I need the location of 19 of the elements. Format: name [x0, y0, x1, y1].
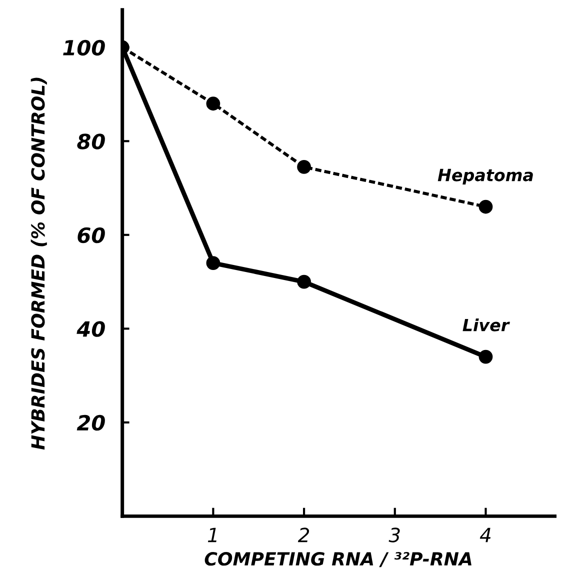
y-tick-label: 40: [76, 321, 105, 337]
y-tick-label: 60: [78, 227, 105, 244]
y-tick-label: 100: [63, 40, 105, 56]
y-tick-label: 20: [76, 414, 105, 431]
series-label: Liver: [462, 318, 510, 332]
x-tick-label: 3: [388, 528, 400, 542]
point: [206, 256, 220, 270]
point: [478, 350, 493, 364]
y-axis-title: HYBRIDES FORMED (% OF CONTROL): [30, 78, 47, 450]
x-tick-label: 2: [298, 528, 310, 542]
x-axis-title: COMPETING RNA / ³²P-RNA: [204, 552, 472, 568]
x-tick-label: 4: [480, 528, 491, 542]
point: [478, 200, 493, 214]
point: [297, 160, 311, 174]
series-label: Hepatoma: [438, 168, 533, 185]
y-tick-label: 80: [77, 134, 105, 150]
x-tick-label: 1: [208, 528, 216, 542]
point: [206, 96, 220, 111]
point: [297, 274, 311, 289]
